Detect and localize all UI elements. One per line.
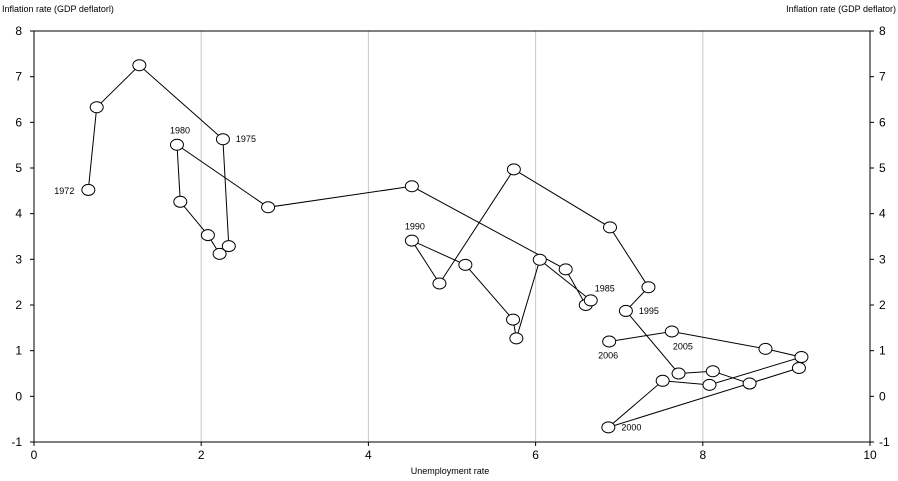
- data-point-2005: [664, 325, 679, 338]
- series-path: [87, 64, 804, 428]
- x-tick-label: 2: [198, 448, 205, 462]
- data-point-1987: [509, 332, 524, 345]
- y-axis-title-right: Inflation rate (GDP deflator): [786, 4, 896, 14]
- y-tick-label-right: 2: [879, 298, 886, 312]
- y-axis-title-left: Inflation rate (GDP deflatorl): [2, 4, 114, 14]
- data-point-1977: [212, 247, 227, 260]
- x-tick-label: 8: [699, 448, 706, 462]
- y-tick-label-left: 4: [15, 207, 22, 221]
- data-point-1972: [81, 183, 96, 196]
- data-point-1998: [742, 377, 757, 390]
- data-point-1992: [506, 163, 521, 176]
- data-point-2006: [602, 335, 617, 348]
- y-tick-label-right: 3: [879, 252, 886, 266]
- tick-marks: [30, 30, 874, 446]
- y-tick-label-left: 8: [15, 24, 22, 38]
- y-tick-label-left: 2: [15, 298, 22, 312]
- data-point-1990: [404, 234, 419, 247]
- data-point-1995: [618, 304, 633, 317]
- y-tick-label-right: 8: [879, 24, 886, 38]
- year-label-1990: 1990: [405, 222, 425, 232]
- data-markers: [81, 59, 809, 434]
- year-label-2006: 2006: [598, 351, 618, 361]
- data-point-1988: [506, 313, 521, 326]
- year-label-2005: 2005: [673, 341, 693, 351]
- y-tick-label-right: 0: [879, 389, 886, 403]
- data-point-1997: [705, 365, 720, 378]
- grid-lines: [200, 31, 704, 442]
- year-label-1995: 1995: [639, 306, 659, 316]
- x-axis-title: Unemployment rate: [411, 466, 490, 476]
- data-point-1973: [89, 101, 104, 114]
- y-tick-label-left: -1: [11, 435, 22, 449]
- year-label-1972: 1972: [54, 186, 74, 196]
- data-point-1974: [132, 59, 147, 72]
- year-label-1975: 1975: [236, 134, 256, 144]
- data-point-1982: [404, 180, 419, 193]
- tick-labels: 0 2 4 6 8 10-1 -10 01 12 23 34 45 56 67 78 8: [11, 24, 890, 462]
- data-point-2001: [655, 374, 670, 387]
- data-point-2002: [702, 378, 717, 391]
- year-label-2000: 2000: [621, 422, 641, 432]
- data-point-1985: [583, 294, 598, 307]
- data-point-1976: [221, 240, 236, 253]
- data-point-1981: [261, 201, 276, 214]
- year-label-1980: 1980: [170, 126, 190, 136]
- data-point-1996: [671, 367, 686, 380]
- data-point-2004: [758, 342, 773, 355]
- data-point-1994: [641, 281, 656, 294]
- data-point-1978: [200, 229, 215, 242]
- data-point-1979: [173, 195, 188, 208]
- y-tick-label-left: 0: [15, 389, 22, 403]
- y-tick-label-right: 1: [879, 344, 886, 358]
- data-point-2000: [601, 421, 616, 434]
- y-tick-label-right: 5: [879, 161, 886, 175]
- data-point-2003: [794, 351, 809, 364]
- y-tick-label-right: 6: [879, 115, 886, 129]
- x-tick-label: 4: [365, 448, 372, 462]
- data-point-1983: [558, 263, 573, 276]
- data-point-1986: [532, 253, 547, 266]
- x-tick-label: 0: [31, 448, 38, 462]
- y-tick-label-left: 1: [15, 344, 22, 358]
- x-tick-label: 10: [863, 448, 877, 462]
- y-tick-label-right: 7: [879, 70, 886, 84]
- y-tick-label-left: 6: [15, 115, 22, 129]
- plot-frame: [33, 30, 871, 443]
- data-point-1999: [791, 362, 806, 375]
- point-labels: 1972 1975 1980 1985 1990 1995 2000 2005 2006: [54, 126, 693, 433]
- year-label-1985: 1985: [595, 283, 615, 293]
- y-tick-label-right: -1: [879, 435, 890, 449]
- y-tick-label-left: 3: [15, 252, 22, 266]
- data-point-1980: [169, 138, 184, 151]
- data-point-1991: [432, 277, 447, 290]
- y-tick-label-left: 5: [15, 161, 22, 175]
- y-tick-label-right: 4: [879, 207, 886, 221]
- data-point-1993: [603, 221, 618, 234]
- data-point-1975: [215, 133, 230, 146]
- data-point-1989: [458, 258, 473, 271]
- x-tick-label: 6: [532, 448, 539, 462]
- y-tick-label-left: 7: [15, 70, 22, 84]
